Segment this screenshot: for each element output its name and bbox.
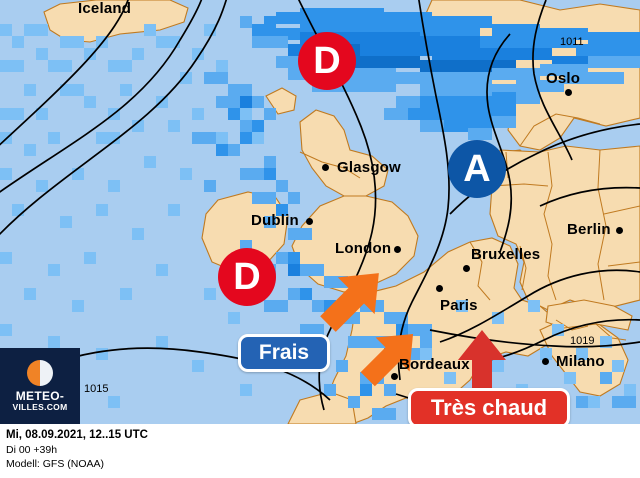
forecast-meta: Mi, 08.09.2021, 12..15 UTC Di 00 +39h Mo… [6, 428, 148, 471]
logo-half-orange [27, 359, 40, 386]
city-name: Berlin [567, 221, 611, 238]
city-name: London [335, 240, 392, 257]
city-dot [436, 285, 443, 292]
city-label-bruxelles: Bruxelles [463, 246, 541, 272]
low-pressure-symbol: D [313, 39, 341, 82]
low-pressure-center-west[interactable]: D [218, 248, 276, 306]
isobar-label-1015: 1015 [84, 383, 109, 395]
isobar-label-1019: 1019 [570, 335, 595, 347]
city-label-milano: Milano [542, 353, 605, 371]
city-label-iceland: Iceland [78, 0, 131, 18]
city-dot [391, 373, 398, 380]
logo-circle-icon [27, 359, 53, 386]
model-run: Di 00 +39h [6, 444, 58, 456]
city-name: Iceland [78, 0, 132, 17]
low-pressure-center-north[interactable]: D [298, 32, 356, 90]
city-label-oslo: Oslo [546, 70, 581, 96]
city-label-bordeaux: Bordeaux [391, 356, 470, 380]
city-name: Bordeaux [399, 356, 470, 373]
city-dot [542, 358, 549, 365]
city-name: Glasgow [337, 159, 401, 176]
city-dot [394, 246, 401, 253]
annotation-tres-chaud[interactable]: Très chaud [408, 388, 570, 424]
city-label-glasgow: Glasgow [322, 159, 401, 177]
valid-time: Mi, 08.09.2021, 12..15 UTC [6, 429, 148, 441]
city-label-dublin: Dublin [251, 212, 313, 230]
city-name: Paris [440, 297, 478, 314]
high-pressure-center[interactable]: A [448, 140, 506, 198]
logo-line1: METEO- [15, 388, 65, 403]
meteovilles-logo[interactable]: METEO- VILLES.COM [0, 348, 80, 424]
high-pressure-symbol: A [463, 147, 491, 190]
city-label-berlin: Berlin [567, 221, 623, 239]
city-name: Dublin [251, 212, 299, 229]
city-dot [306, 218, 313, 225]
city-name: Bruxelles [471, 246, 541, 263]
city-name: Milano [556, 353, 605, 370]
city-dot [565, 89, 572, 96]
annotation-frais[interactable]: Frais [238, 334, 330, 372]
city-name: Oslo [546, 70, 581, 87]
city-dot [322, 164, 329, 171]
city-label-paris: Paris [436, 285, 478, 315]
map-footer: Mi, 08.09.2021, 12..15 UTC Di 00 +39h Mo… [0, 424, 640, 478]
logo-half-white [40, 359, 53, 386]
weather-map[interactable]: D D A Iceland Oslo [0, 0, 640, 424]
city-dot [463, 265, 470, 272]
model-name: Modell: GFS (NOAA) [6, 458, 105, 470]
annotation-label: Frais [258, 341, 310, 364]
city-label-london: London [335, 240, 401, 258]
low-pressure-symbol: D [233, 255, 261, 298]
city-dot [616, 227, 623, 234]
annotation-label: Très chaud [430, 395, 548, 420]
logo-line2: VILLES.COM [12, 401, 68, 412]
country-borders [299, 113, 640, 341]
isobar-label-1011: 1011 [560, 36, 584, 48]
